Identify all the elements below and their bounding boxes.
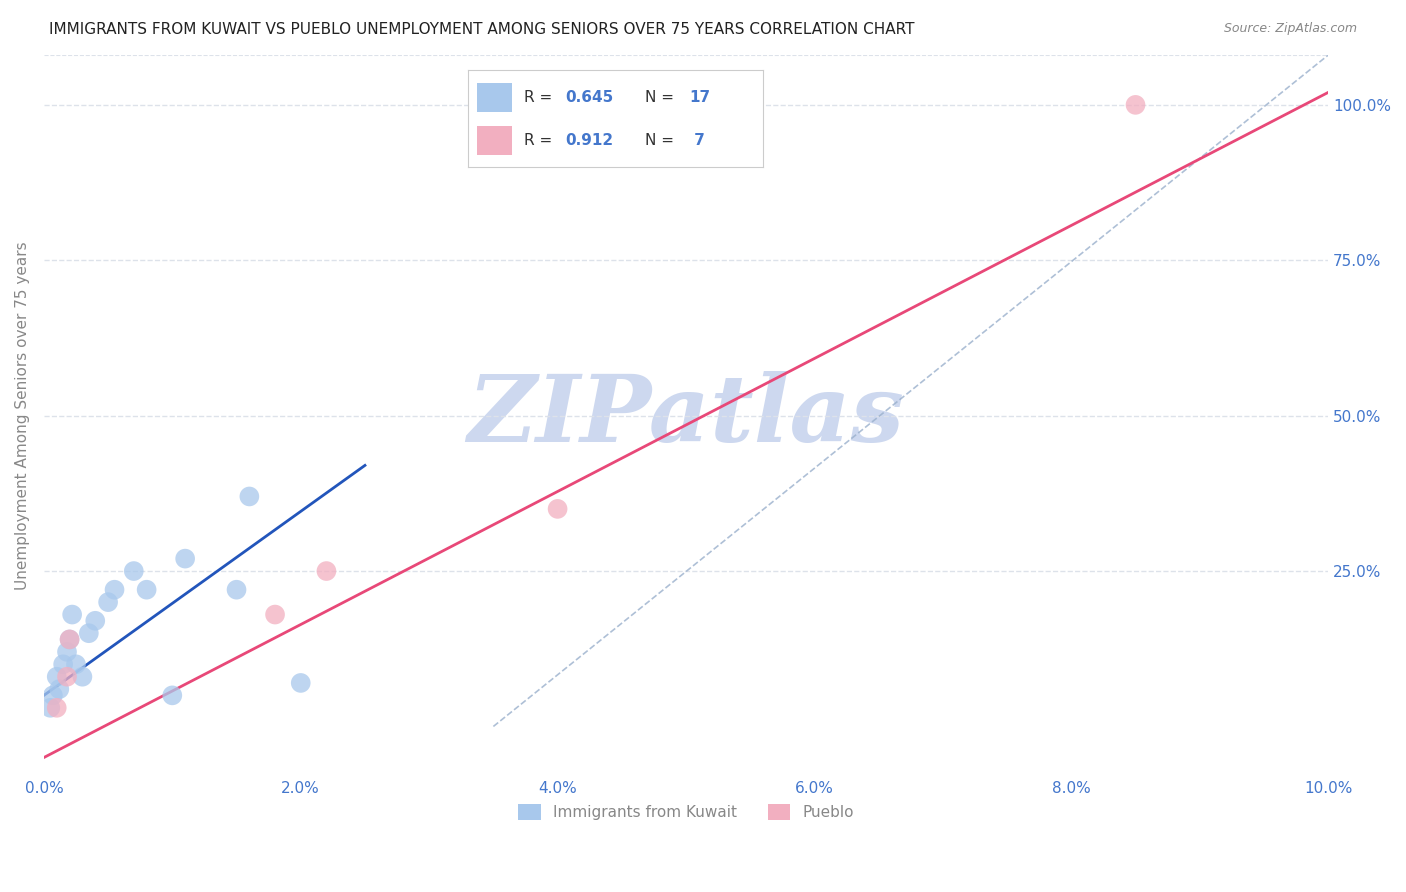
Legend: Immigrants from Kuwait, Pueblo: Immigrants from Kuwait, Pueblo <box>512 798 860 826</box>
Point <box>162 689 184 703</box>
Point <box>238 490 260 504</box>
Point <box>547 502 569 516</box>
Point <box>1125 98 1147 112</box>
Point <box>56 670 79 684</box>
Point <box>52 657 75 672</box>
Point <box>72 670 94 684</box>
Point <box>45 700 67 714</box>
Point <box>60 607 83 622</box>
Y-axis label: Unemployment Among Seniors over 75 years: Unemployment Among Seniors over 75 years <box>15 242 30 590</box>
Point <box>264 607 287 622</box>
Point <box>58 632 80 647</box>
Point <box>225 582 247 597</box>
Point <box>39 700 62 714</box>
Text: IMMIGRANTS FROM KUWAIT VS PUEBLO UNEMPLOYMENT AMONG SENIORS OVER 75 YEARS CORREL: IMMIGRANTS FROM KUWAIT VS PUEBLO UNEMPLO… <box>49 22 915 37</box>
Point <box>65 657 87 672</box>
Point <box>48 682 70 697</box>
Point <box>103 582 125 597</box>
Point <box>56 645 79 659</box>
Point <box>122 564 145 578</box>
Text: Source: ZipAtlas.com: Source: ZipAtlas.com <box>1223 22 1357 36</box>
Point <box>290 676 312 690</box>
Point <box>174 551 197 566</box>
Point <box>77 626 100 640</box>
Point <box>58 632 80 647</box>
Point <box>97 595 120 609</box>
Point <box>135 582 157 597</box>
Text: ZIPatlas: ZIPatlas <box>468 371 904 460</box>
Point <box>45 670 67 684</box>
Point <box>84 614 107 628</box>
Point <box>42 689 65 703</box>
Point <box>315 564 337 578</box>
